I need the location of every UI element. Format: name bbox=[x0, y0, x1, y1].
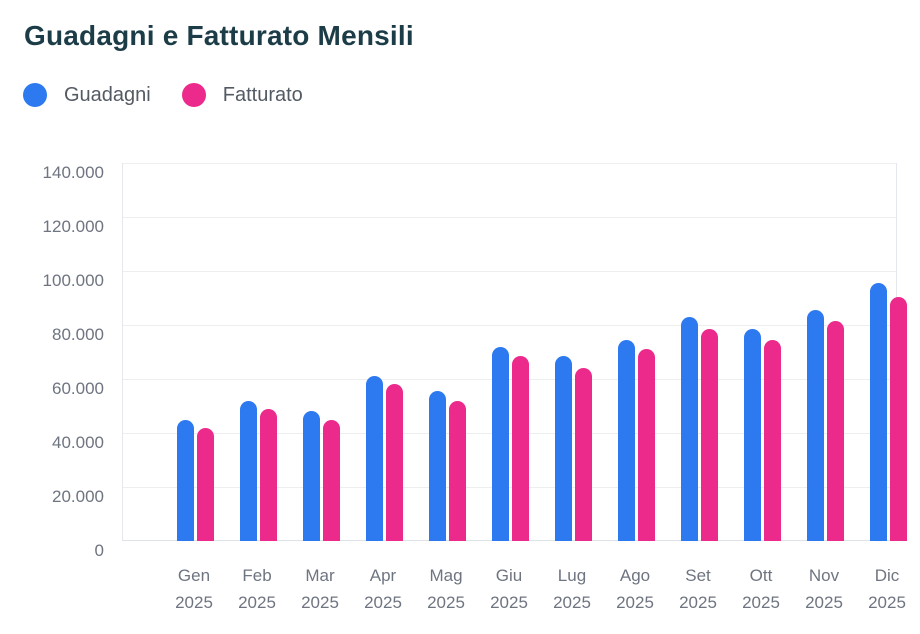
y-axis-label-0: 0 bbox=[94, 541, 104, 560]
bar-guadagni-nov-2025[interactable] bbox=[806, 310, 824, 541]
x-axis-label-ott-2025: Ott 2025 bbox=[742, 566, 780, 612]
y-axis-label-60.000: 60.000 bbox=[52, 379, 104, 398]
bar-fatturato-giu-2025[interactable] bbox=[511, 356, 529, 541]
legend-label-guadagni: Guadagni bbox=[64, 83, 151, 106]
x-axis-label-giu-2025: Giu 2025 bbox=[490, 566, 528, 612]
bar-fatturato-nov-2025[interactable] bbox=[826, 320, 844, 541]
gridline-60.000 bbox=[123, 379, 896, 380]
bar-guadagni-set-2025[interactable] bbox=[680, 316, 698, 541]
bar-guadagni-ott-2025[interactable] bbox=[743, 329, 761, 541]
y-axis-label-80.000: 80.000 bbox=[52, 325, 104, 344]
gridline-80.000 bbox=[123, 325, 896, 326]
bar-guadagni-gen-2025[interactable] bbox=[176, 419, 194, 541]
y-axis-label-40.000: 40.000 bbox=[52, 433, 104, 452]
bar-guadagni-ago-2025[interactable] bbox=[617, 339, 635, 541]
bar-fatturato-mag-2025[interactable] bbox=[448, 400, 466, 541]
x-axis-label-feb-2025: Feb 2025 bbox=[238, 566, 276, 612]
y-axis-label-140.000: 140.000 bbox=[42, 163, 104, 182]
x-axis-label-lug-2025: Lug 2025 bbox=[553, 566, 591, 612]
x-axis-label-gen-2025: Gen 2025 bbox=[175, 566, 213, 612]
x-axis-label-apr-2025: Apr 2025 bbox=[364, 566, 402, 612]
y-axis-label-20.000: 20.000 bbox=[52, 487, 104, 506]
x-axis-label-nov-2025: Nov 2025 bbox=[805, 566, 843, 612]
bar-guadagni-lug-2025[interactable] bbox=[554, 356, 572, 541]
bar-fatturato-gen-2025[interactable] bbox=[196, 427, 214, 541]
bar-guadagni-dic-2025[interactable] bbox=[869, 283, 887, 541]
gridline-120.000 bbox=[123, 217, 896, 218]
chart-title: Guadagni e Fatturato Mensili bbox=[24, 20, 414, 51]
legend-dot-guadagni-icon bbox=[23, 83, 47, 107]
legend-dot-fatturato-icon bbox=[181, 83, 206, 107]
gridline-40.000 bbox=[123, 433, 896, 434]
gridline-140.000 bbox=[123, 163, 896, 164]
gridline-100.000 bbox=[123, 271, 896, 272]
x-axis-label-set-2025: Set 2025 bbox=[679, 566, 717, 612]
bar-fatturato-lug-2025[interactable] bbox=[574, 368, 592, 541]
y-axis-label-120.000: 120.000 bbox=[42, 217, 104, 236]
x-axis-label-dic-2025: Dic 2025 bbox=[868, 566, 906, 612]
bar-guadagni-feb-2025[interactable] bbox=[239, 400, 257, 541]
bar-guadagni-apr-2025[interactable] bbox=[365, 376, 383, 541]
bar-guadagni-mar-2025[interactable] bbox=[302, 411, 320, 541]
x-axis-label-mag-2025: Mag 2025 bbox=[427, 566, 465, 612]
bar-fatturato-set-2025[interactable] bbox=[700, 329, 718, 541]
legend-item-fatturato[interactable]: Fatturato bbox=[181, 83, 303, 107]
bar-fatturato-mar-2025[interactable] bbox=[322, 419, 340, 541]
bar-fatturato-feb-2025[interactable] bbox=[259, 408, 277, 541]
bar-fatturato-ott-2025[interactable] bbox=[763, 339, 781, 541]
gridline-20.000 bbox=[123, 487, 896, 488]
bar-guadagni-giu-2025[interactable] bbox=[491, 346, 509, 541]
bar-fatturato-apr-2025[interactable] bbox=[385, 384, 403, 541]
bar-fatturato-ago-2025[interactable] bbox=[637, 349, 655, 541]
plot-area bbox=[122, 163, 907, 541]
x-axis-label-mar-2025: Mar 2025 bbox=[301, 566, 339, 612]
chart-legend: Guadagni Fatturato bbox=[23, 83, 303, 107]
bar-fatturato-dic-2025[interactable] bbox=[889, 296, 907, 541]
y-axis-label-100.000: 100.000 bbox=[42, 271, 104, 290]
legend-item-guadagni[interactable]: Guadagni bbox=[23, 83, 151, 107]
bar-guadagni-mag-2025[interactable] bbox=[428, 391, 446, 541]
x-axis-label-ago-2025: Ago 2025 bbox=[616, 566, 654, 612]
legend-label-fatturato: Fatturato bbox=[222, 83, 303, 106]
